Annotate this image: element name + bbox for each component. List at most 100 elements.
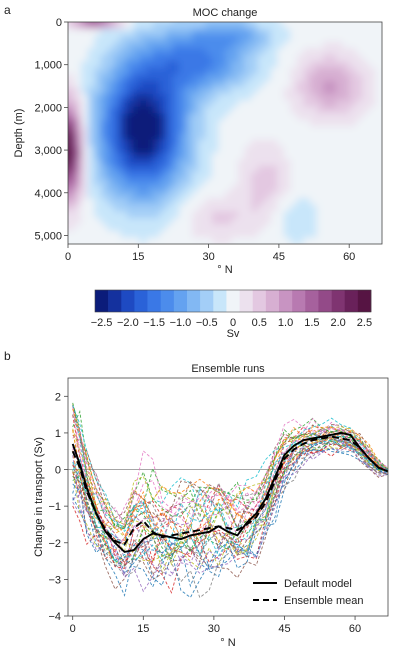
heatmap-cell xyxy=(329,126,337,134)
heatmap-cell xyxy=(68,87,76,95)
heatmap-cell xyxy=(336,211,344,219)
heatmap-cell xyxy=(362,251,369,258)
heatmap-cell xyxy=(172,22,180,30)
heatmap-cell xyxy=(323,178,331,186)
heatmap-cell xyxy=(139,146,148,154)
colorbar-swatch xyxy=(134,290,148,312)
heatmap-cell xyxy=(146,224,154,232)
heatmap-cell xyxy=(120,41,128,49)
heatmap-cell xyxy=(316,54,324,62)
heatmap-cell xyxy=(198,224,206,232)
heatmap-cell xyxy=(238,106,246,115)
heatmap-cell xyxy=(205,146,213,154)
heatmap-cell xyxy=(120,119,128,128)
heatmap-cell xyxy=(94,113,102,121)
heatmap-cell xyxy=(362,106,370,115)
heatmap-cell xyxy=(355,191,363,199)
heatmap-cell xyxy=(153,198,161,206)
heatmap-cell xyxy=(225,165,233,173)
heatmap-cell xyxy=(185,93,193,101)
heatmap-cell xyxy=(172,211,180,219)
heatmap-cell xyxy=(389,9,396,16)
heatmap-cell xyxy=(257,106,265,115)
heatmap-cell xyxy=(146,133,154,141)
heatmap-cell xyxy=(68,165,69,173)
heatmap-cell xyxy=(368,159,377,167)
heatmap-cell xyxy=(100,204,108,212)
heatmap-cell xyxy=(81,9,88,16)
heatmap-cell xyxy=(74,113,82,121)
heatmap-cell xyxy=(283,48,292,56)
panel-a-ylabel: Depth (m) xyxy=(13,109,25,158)
heatmap-cell xyxy=(166,152,174,160)
heatmap-cell xyxy=(55,35,62,42)
heatmap-cell xyxy=(310,67,318,75)
heatmap-cell xyxy=(310,159,318,167)
heatmap-cell xyxy=(342,185,350,193)
heatmap-cell xyxy=(310,191,318,199)
heatmap-cell xyxy=(107,211,115,219)
heatmap-cell xyxy=(185,113,193,121)
heatmap-cell xyxy=(270,152,278,160)
heatmap-cell xyxy=(139,113,148,121)
heatmap-cell xyxy=(120,244,127,251)
heatmap-cell xyxy=(113,159,121,167)
heatmap-cell xyxy=(120,126,128,134)
ensemble-member-line xyxy=(72,433,388,567)
heatmap-cell xyxy=(153,61,161,69)
heatmap-cell xyxy=(238,244,245,251)
heatmap-cell xyxy=(323,28,331,36)
heatmap-cell xyxy=(342,67,350,75)
heatmap-cell xyxy=(310,146,318,154)
heatmap-cell xyxy=(362,139,370,147)
heatmap-cell xyxy=(382,237,389,244)
heatmap-cell xyxy=(323,41,331,49)
heatmap-cell xyxy=(172,165,180,173)
a-ytick-label: 2,000 xyxy=(34,102,62,114)
heatmap-cell xyxy=(126,67,135,75)
heatmap-cell xyxy=(107,35,115,43)
heatmap-cell xyxy=(185,48,193,56)
heatmap-cell xyxy=(87,185,95,193)
heatmap-cell xyxy=(153,204,161,212)
heatmap-cell xyxy=(382,192,389,199)
heatmap-cell xyxy=(316,113,324,121)
panel-b-xlabel: ° N xyxy=(220,637,235,649)
heatmap-cell xyxy=(159,172,167,180)
heatmap-cell xyxy=(264,67,272,75)
heatmap-cell xyxy=(126,119,135,128)
heatmap-cell xyxy=(87,61,95,69)
heatmap-cell xyxy=(257,204,265,212)
heatmap-cell xyxy=(179,133,187,141)
heatmap-cell xyxy=(81,41,89,49)
heatmap-cell xyxy=(238,87,246,95)
heatmap-cell xyxy=(349,67,357,75)
heatmap-cell xyxy=(238,152,246,160)
heatmap-cell xyxy=(153,133,161,141)
ensemble-member-line xyxy=(72,441,388,574)
heatmap-cell xyxy=(153,119,161,128)
heatmap-cell xyxy=(375,251,382,258)
heatmap-cell xyxy=(231,191,239,199)
heatmap-cells xyxy=(55,9,396,258)
heatmap-cell xyxy=(179,9,186,16)
heatmap-cell xyxy=(179,204,187,212)
heatmap-cell xyxy=(238,74,246,82)
heatmap-cell xyxy=(74,67,82,75)
heatmap-cell xyxy=(283,165,292,173)
heatmap-cell xyxy=(113,93,121,101)
heatmap-cell xyxy=(231,159,239,167)
heatmap-cell xyxy=(113,22,121,30)
heatmap-cell xyxy=(336,74,344,82)
heatmap-cell xyxy=(316,74,324,82)
heatmap-cell xyxy=(323,139,331,147)
heatmap-cell xyxy=(355,224,363,232)
heatmap-cell xyxy=(277,126,285,134)
heatmap-cell xyxy=(270,159,278,167)
heatmap-cell xyxy=(355,87,363,95)
heatmap-cell xyxy=(303,198,311,206)
heatmap-cell xyxy=(375,119,382,128)
heatmap-cell xyxy=(205,93,213,101)
heatmap-cell xyxy=(290,28,298,36)
